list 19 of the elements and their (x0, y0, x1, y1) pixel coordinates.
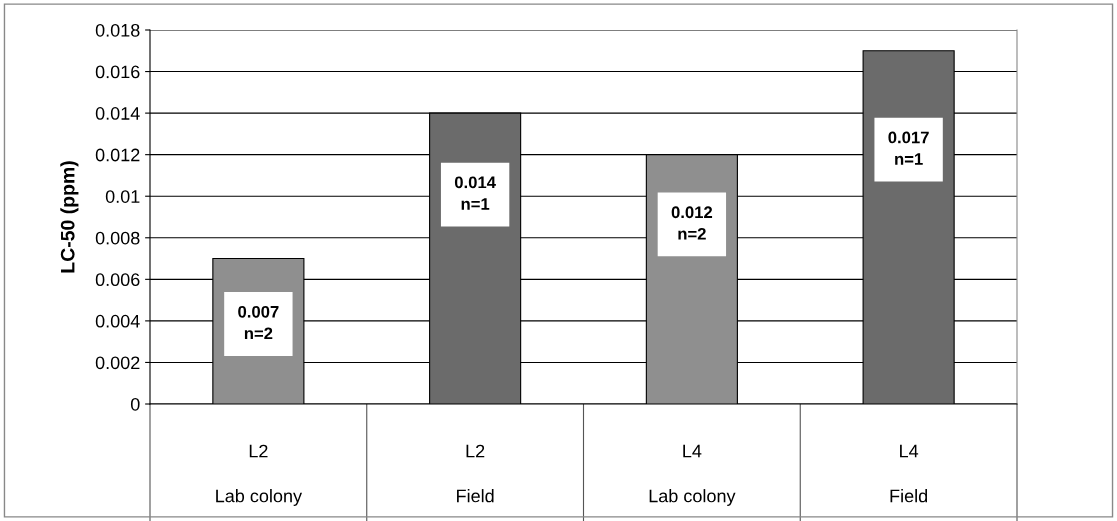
data-label: 0.007 n=2 (238, 305, 279, 340)
data-label: 0.014 n=1 (454, 176, 496, 210)
y-tick-label: 0.006 (95, 273, 140, 287)
y-tick-label: 0.008 (95, 231, 140, 245)
category-label: L2 Field (457, 444, 494, 503)
category-label: L2 Lab colony (216, 444, 303, 506)
y-tick-label: 0.004 (95, 314, 140, 328)
category-label: L4 Field (890, 444, 928, 503)
y-tick-label: 0 (130, 397, 140, 411)
data-label: 0.012 n=2 (671, 206, 713, 240)
y-tick-label: 0.018 (95, 23, 140, 37)
y-tick-label: 0.01 (105, 190, 140, 203)
y-tick-label: 0.014 (95, 107, 140, 120)
data-label: 0.017 n=1 (888, 131, 929, 165)
y-axis-title: LC-50 (ppm) (60, 161, 79, 273)
y-tick-label: 0.002 (95, 356, 140, 370)
y-tick-label: 0.016 (95, 65, 140, 79)
y-tick-label: 0.012 (95, 148, 140, 162)
category-label: L4 Lab colony (649, 444, 736, 506)
